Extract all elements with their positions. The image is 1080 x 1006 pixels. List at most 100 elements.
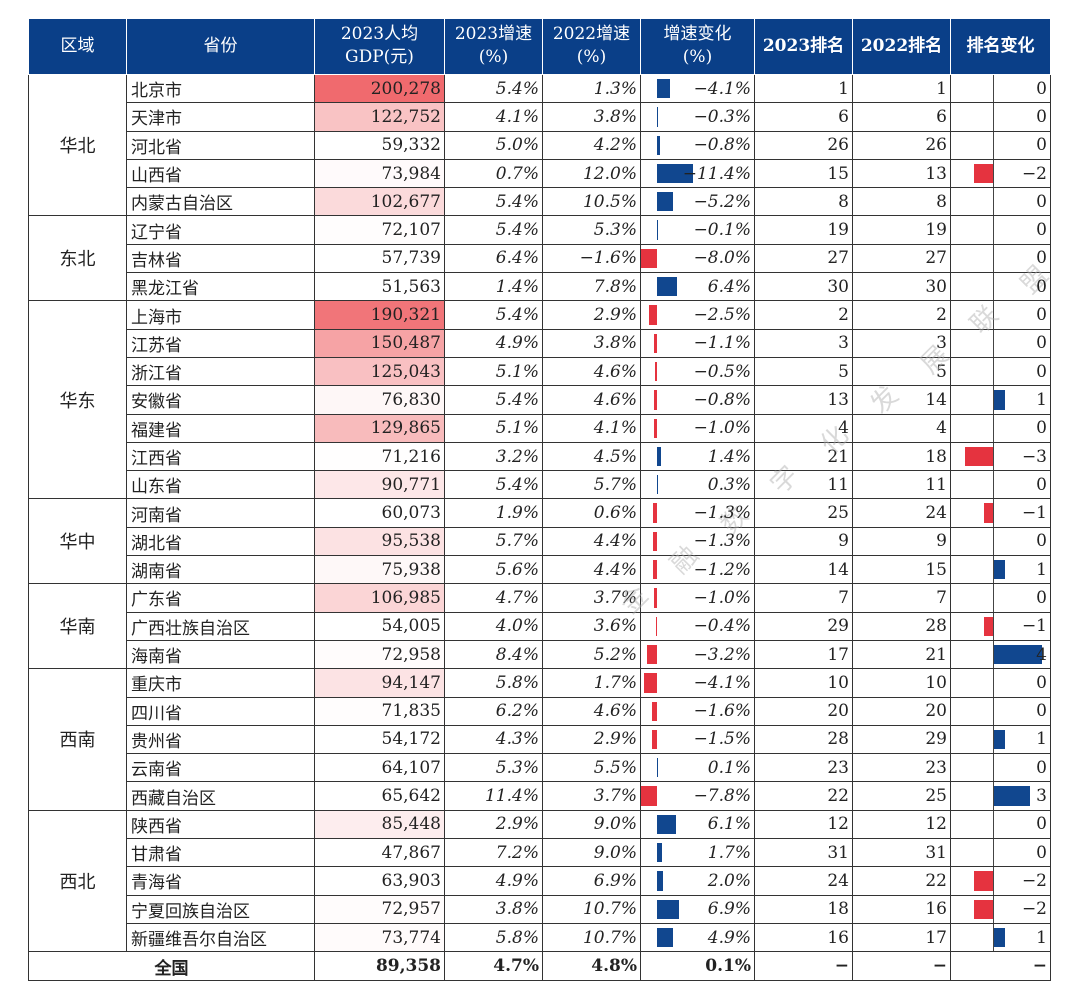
growth-2023-cell: 1.4% [444,272,543,302]
growth-change-cell-value: −4.1% [693,672,751,693]
growth-change-cell-value: −5.2% [693,191,751,212]
gdp-cell: 150,487 [314,329,445,358]
rank-2022-cell: 27 [852,244,951,274]
header-province: 省份 [126,18,315,75]
rank-2023-cell: 27 [754,244,853,274]
gdp-cell: 200,278 [314,74,445,104]
province-cell: 广东省 [126,583,315,613]
rank-2023-cell: 13 [754,385,853,415]
growth-change-bar [641,786,657,806]
rank-change-cell-value: 0 [1036,842,1047,863]
province-cell: 重庆市 [126,668,315,698]
rank-change-cell: 0 [950,329,1051,358]
growth-2023-cell: 1.9% [444,498,543,528]
rank-change-cell-value: 0 [1036,248,1047,269]
province-cell: 广西壮族自治区 [126,612,315,641]
table-row: 东北 辽宁省 72,107 5.4% 5.3% −0.1% 19 19 0 [28,215,1051,302]
rank-change-cell-value: 0 [1036,220,1047,241]
province-cell: 西藏自治区 [126,781,315,811]
province-cell: 新疆维吾尔自治区 [126,923,315,953]
rank-change-cell-value: 0 [1036,474,1047,495]
rank-2022-cell: 29 [852,725,951,755]
table-row: 吉林省 57,739 6.4% −1.6% −8.0% 27 27 0 [29,244,1051,274]
rank-change-axis [993,159,994,188]
rank-change-cell-value: 0 [1036,814,1047,835]
province-cell: 天津市 [126,102,315,132]
table-row: 海南省 72,958 8.4% 5.2% −3.2% 17 21 4 [29,640,1051,670]
header-rank-2023: 2023排名 [754,18,853,75]
growth-2023-cell: 3.2% [444,442,543,472]
rank-2022-cell: 8 [852,187,951,217]
rank-change-cell-value: 0 [1036,78,1047,99]
growth-change-cell-value: −1.3% [693,531,751,552]
header-growth-change: 增速变化 (%) [640,18,755,75]
growth-change-cell: 6.1% [640,810,755,840]
gdp-cell: 129,865 [314,414,445,443]
table-row: 西藏自治区 65,642 11.4% 3.7% −7.8% 22 25 3 [29,781,1051,811]
growth-2022-cell: 5.3% [542,215,641,245]
province-cell: 吉林省 [126,244,315,274]
growth-change-cell: −1.6% [640,697,755,726]
growth-change-bar [653,418,657,438]
rank-2023-cell: 26 [754,131,853,160]
table-row: 福建省 129,865 5.1% 4.1% −1.0% 4 4 0 [29,414,1051,443]
region-cell: 西北 [28,810,127,953]
gdp-cell: 72,107 [314,215,445,245]
rank-change-axis [993,414,994,442]
table-row: 四川省 71,835 6.2% 4.6% −1.6% 20 20 0 [29,697,1051,726]
growth-change-bar [643,673,657,693]
gdp-cell: 47,867 [314,838,445,868]
rank-change-cell: 0 [950,527,1051,557]
rank-change-cell: 0 [950,187,1051,217]
rank-change-cell-value: 0 [1036,106,1047,127]
growth-2023-cell: 2.9% [444,810,543,840]
table-row: 黑龙江省 51,563 1.4% 7.8% 6.4% 30 30 0 [29,272,1051,302]
rank-change-axis [993,216,994,244]
growth-change-cell-value: 6.4% [707,276,751,297]
growth-2022-cell: 4.6% [542,385,641,415]
rank-change-axis [993,810,994,839]
gdp-cell: 71,835 [314,697,445,726]
table-row: 河北省 59,332 5.0% 4.2% −0.8% 26 26 0 [29,131,1051,160]
growth-change-cell-value: −0.8% [693,389,751,410]
province-cell: 内蒙古自治区 [126,187,315,217]
growth-2022-cell: 4.1% [542,414,641,443]
rank-change-axis [993,75,994,103]
table-row: 华东 上海市 190,321 5.4% 2.9% −2.5% 2 2 0 [28,300,1051,500]
growth-2023-cell: 5.8% [444,923,543,953]
growth-2022-cell: 4.6% [542,357,641,387]
rank-change-axis [993,244,994,273]
header-rank-2022: 2022排名 [852,18,951,75]
rank-change-axis [993,188,994,216]
table-row: 华中 河南省 60,073 1.9% 0.6% −1.3% 25 24 −1 [28,498,1051,585]
growth-2023-cell: 5.4% [444,74,543,104]
rank-change-cell: 0 [950,414,1051,443]
rank-2023-cell: 6 [754,102,853,132]
growth-2022-cell: 9.0% [542,810,641,840]
rank-change-axis [993,103,994,131]
province-cell: 宁夏回族自治区 [126,895,315,924]
growth-change-cell-value: 1.4% [707,446,751,467]
total-growth-2022-cell: 4.8% [542,951,641,982]
growth-change-cell: −0.8% [640,385,755,415]
header-gdp-line1: 2023人均 [340,24,419,44]
rank-change-bar [993,729,1006,750]
growth-2023-cell: 8.4% [444,640,543,670]
growth-2023-cell: 5.1% [444,414,543,443]
rank-change-cell-value: 0 [1036,305,1047,326]
rank-change-axis [993,697,994,725]
rank-2022-cell: 28 [852,612,951,641]
growth-change-cell: 2.0% [640,866,755,896]
growth-change-cell: −5.2% [640,187,755,217]
growth-2022-cell: 10.7% [542,895,641,924]
header-growth-change-line2: (%) [682,47,713,67]
gdp-cell: 190,321 [314,300,445,330]
table-row: 甘肃省 47,867 7.2% 9.0% 1.7% 31 31 0 [29,838,1051,868]
growth-change-cell: 6.4% [640,272,755,302]
province-cell: 贵州省 [126,725,315,755]
gdp-cell: 73,774 [314,923,445,953]
rank-change-axis [993,923,994,952]
table-row: 山东省 90,771 5.4% 5.7% 0.3% 11 11 0 [29,470,1051,500]
gdp-table: 区域 省份 2023人均 GDP(元) 2023增速 (%) 2022增速 (%) 增… [28,18,1051,982]
province-cell: 黑龙江省 [126,272,315,302]
